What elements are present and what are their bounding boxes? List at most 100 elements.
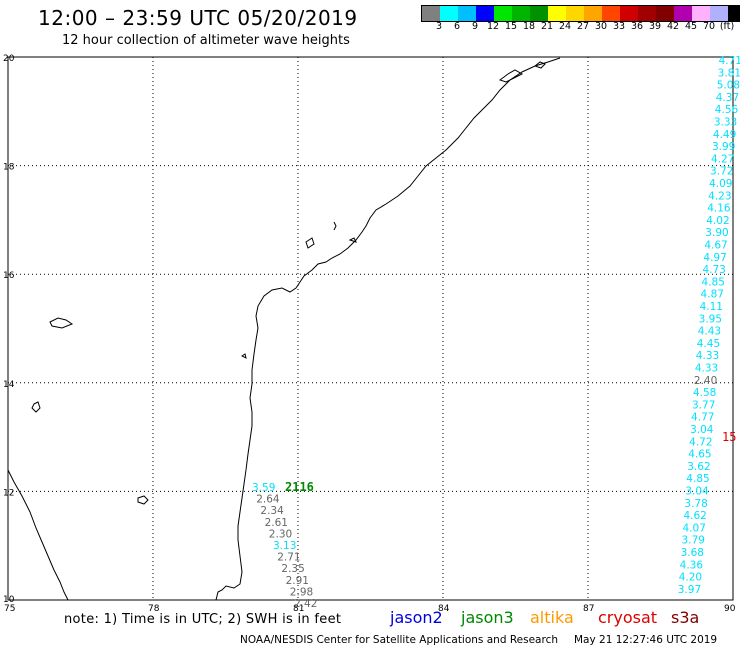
track-value-left: 2.34 — [260, 505, 284, 517]
track-value-right: 4.33 — [696, 350, 719, 362]
track-value-right: 4.37 — [716, 92, 739, 104]
color-scale-bar — [421, 5, 740, 22]
color-swatch — [656, 6, 674, 21]
generated-timestamp: May 21 12:27:46 UTC 2019 — [574, 634, 718, 646]
track-left-values: 3.592.642.342.612.303.132.712.352.912.98… — [252, 482, 317, 610]
track-value-left: 2.98 — [290, 586, 313, 598]
lat-tick-label: 14 — [3, 380, 15, 390]
credit-line: NOAA/NESDIS Center for Satellite Applica… — [240, 634, 717, 646]
credit-text: NOAA/NESDIS Center for Satellite Applica… — [240, 634, 558, 646]
island-c — [333, 221, 337, 231]
note-text: note: 1) Time is in UTC; 2) SWH is in fe… — [64, 612, 342, 627]
track-value-right: 4.16 — [707, 203, 731, 215]
lat-tick-label: 16 — [3, 271, 15, 281]
color-swatch — [422, 6, 440, 21]
track-value-right: 4.85 — [702, 276, 725, 288]
lon-tick-label: 78 — [148, 604, 160, 614]
lat-tick-label: 12 — [3, 488, 14, 498]
track-value-right: 4.65 — [688, 449, 711, 461]
track-value-right: 3.78 — [684, 498, 707, 510]
track-value-right: 4.71 — [719, 55, 740, 67]
cryosat-pass-label: 15 — [722, 430, 736, 444]
track-value-right: 3.77 — [692, 399, 715, 411]
color-swatch — [512, 6, 530, 21]
color-swatch — [602, 6, 620, 21]
color-scale-label: 18 — [522, 21, 536, 32]
satellite-cryosat: cryosat — [598, 608, 658, 627]
jason3-pass-label: 2116 — [285, 480, 314, 494]
track-value-right: 4.36 — [680, 559, 704, 571]
color-swatch — [440, 6, 458, 21]
satellite-altika: altika — [530, 608, 574, 627]
track-value-right: 4.27 — [711, 153, 734, 165]
track-value-right: 4.77 — [691, 412, 714, 424]
track-value-left: 2.71 — [277, 552, 300, 564]
track-value-right: 4.87 — [701, 289, 724, 301]
lat-tick-label: 18 — [3, 163, 15, 173]
track-value-right: 4.56 — [715, 104, 739, 116]
track-value-left: 2.35 — [281, 563, 304, 575]
satellite-s3a: s3a — [671, 608, 700, 627]
coastline-mainland — [215, 57, 561, 601]
island-b — [533, 61, 546, 69]
island-i — [241, 353, 247, 359]
lon-tick-label: 75 — [4, 604, 15, 614]
track-value-right: 3.62 — [687, 461, 710, 473]
color-swatch — [584, 6, 602, 21]
color-swatch — [638, 6, 656, 21]
coastline-lanka — [7, 469, 69, 601]
lon-tick-label: 90 — [724, 604, 736, 614]
track-value-right: 4.11 — [700, 301, 723, 313]
track-value-left: 2.30 — [269, 528, 292, 540]
satellite-jason3: jason3 — [461, 608, 514, 627]
color-scale-label: 15 — [504, 21, 518, 32]
track-value-right: 4.85 — [686, 473, 709, 485]
track-value-left: 2.42 — [294, 598, 317, 610]
track-value-right: 4.02 — [706, 215, 729, 227]
island-g — [31, 401, 41, 413]
track-value-left: 2.91 — [286, 575, 309, 587]
map-frame — [7, 56, 734, 601]
track-value-right: 4.73 — [702, 264, 725, 276]
color-swatch — [710, 6, 728, 21]
lat-tick-label: 20 — [3, 54, 15, 64]
grid-lines — [8, 57, 733, 600]
color-scale-label: 70 — [702, 21, 716, 32]
color-scale-label: 42 — [666, 21, 680, 32]
color-scale-label: 27 — [576, 21, 590, 32]
track-value-right: 4.72 — [689, 436, 712, 448]
color-scale-label: 6 — [453, 21, 461, 32]
color-swatch — [674, 6, 692, 21]
track-value-right: 3.72 — [710, 166, 733, 178]
color-scale-label: 45 — [684, 21, 698, 32]
color-swatch — [548, 6, 566, 21]
track-value-right: 4.43 — [698, 326, 721, 338]
track-right-values: 4.713.815.084.374.563.334.493.994.273.72… — [678, 55, 740, 596]
map-subtitle: 12 hour collection of altimeter wave hei… — [62, 33, 350, 48]
track-value-left: 2.61 — [265, 517, 288, 529]
track-value-right: 3.97 — [678, 584, 701, 596]
color-scale-label: 39 — [648, 21, 662, 32]
track-value-right: 3.99 — [712, 141, 735, 153]
track-value-right: 4.58 — [693, 387, 716, 399]
track-value-right: 3.33 — [714, 117, 737, 129]
color-scale-label: (ft) — [719, 21, 735, 32]
island-h — [137, 495, 149, 505]
color-scale-label: 24 — [558, 21, 572, 32]
color-swatch — [494, 6, 512, 21]
track-value-right: 3.79 — [682, 535, 705, 547]
color-scale-label: 36 — [630, 21, 644, 32]
track-value-right: 4.09 — [709, 178, 732, 190]
coastline — [7, 57, 561, 601]
color-swatch — [566, 6, 584, 21]
track-value-right: 3.68 — [681, 547, 704, 559]
track-value-left: 3.13 — [273, 540, 296, 552]
color-swatch — [692, 6, 710, 21]
track-value-left: 3.59 — [252, 482, 275, 494]
color-swatch — [620, 6, 638, 21]
track-value-right: 4.20 — [679, 572, 702, 584]
track-value-right: 3.04 — [690, 424, 714, 436]
color-scale-label: 9 — [471, 21, 479, 32]
